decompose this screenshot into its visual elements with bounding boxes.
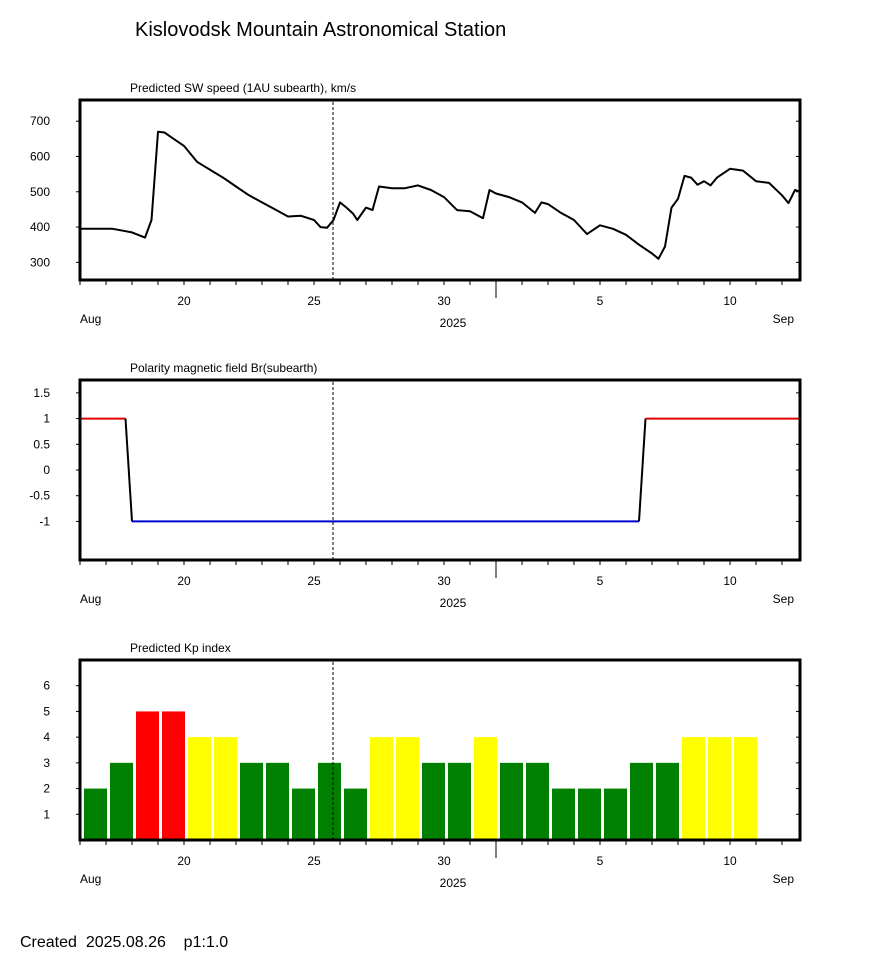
- kp-bar: [240, 762, 263, 840]
- kp-bar: [214, 737, 237, 840]
- plot-frame: [78, 98, 802, 282]
- y-tick-label: 400: [30, 220, 50, 234]
- x-tick-label: 10: [723, 854, 737, 868]
- x-tick-label: 25: [307, 294, 321, 308]
- x-tick-label: 25: [307, 854, 321, 868]
- y-tick-label: 300: [30, 255, 50, 269]
- month-label-right: Sep: [773, 592, 795, 606]
- kp-bar: [318, 762, 341, 840]
- kp-bar: [500, 762, 523, 840]
- footer-created: Created 2025.08.26 p1:1.0: [20, 934, 229, 951]
- kp-bar: [526, 762, 549, 840]
- y-tick-label: 1.5: [33, 386, 50, 400]
- y-tick-label: -0.5: [29, 489, 50, 503]
- x-tick-label: 30: [437, 854, 451, 868]
- x-tick-label: 20: [177, 854, 191, 868]
- kp-bar: [110, 762, 133, 840]
- x-tick-label: 25: [307, 574, 321, 588]
- y-tick-label: 700: [30, 114, 50, 128]
- kp-bar: [396, 737, 419, 840]
- polarity-segment: [124, 418, 133, 522]
- kp-bar: [344, 788, 367, 840]
- y-tick-label: 1: [43, 807, 50, 821]
- x-tick-label: 5: [597, 854, 604, 868]
- kp-bar: [682, 737, 705, 840]
- kp-bar: [422, 762, 445, 840]
- kp-bar: [84, 788, 107, 840]
- x-tick-label: 10: [723, 574, 737, 588]
- y-tick-label: 4: [43, 730, 50, 744]
- year-label: 2025: [440, 876, 467, 890]
- kp-bar: [292, 788, 315, 840]
- y-tick-label: 0: [43, 463, 50, 477]
- x-tick-label: 30: [437, 574, 451, 588]
- y-tick-label: 3: [43, 756, 50, 770]
- chart-panel-1: Predicted SW speed (1AU subearth), km/s 3…: [30, 81, 802, 330]
- x-tick-label: 20: [177, 294, 191, 308]
- month-label-right: Sep: [773, 872, 795, 886]
- x-tick-label: 30: [437, 294, 451, 308]
- x-tick-label: 10: [723, 294, 737, 308]
- sw-speed-line: [80, 130, 801, 260]
- month-label-left: Aug: [80, 592, 101, 606]
- kp-bar: [604, 788, 627, 840]
- year-label: 2025: [440, 596, 467, 610]
- kp-bar: [370, 737, 393, 840]
- year-label: 2025: [440, 316, 467, 330]
- kp-bar: [630, 762, 653, 840]
- kp-bar: [474, 737, 497, 840]
- y-tick-label: 0.5: [33, 437, 50, 451]
- page-title: Kislovodsk Mountain Astronomical Station: [135, 19, 507, 41]
- month-label-left: Aug: [80, 312, 101, 326]
- y-tick-label: 5: [43, 704, 50, 718]
- x-tick-label: 5: [597, 574, 604, 588]
- kp-bar: [708, 737, 731, 840]
- kp-bar: [656, 762, 679, 840]
- chart-title: Polarity magnetic field Br(subearth): [130, 361, 317, 375]
- polarity-segment: [638, 418, 647, 522]
- y-tick-label: 2: [43, 782, 50, 796]
- month-label-right: Sep: [773, 312, 795, 326]
- chart-title: Predicted Kp index: [130, 641, 231, 655]
- y-tick-label: 600: [30, 149, 50, 163]
- plot-frame: [78, 378, 802, 562]
- y-tick-label: 500: [30, 185, 50, 199]
- x-tick-label: 20: [177, 574, 191, 588]
- kp-bar: [578, 788, 601, 840]
- x-tick-label: 5: [597, 294, 604, 308]
- kp-bar: [552, 788, 575, 840]
- kp-bar: [448, 762, 471, 840]
- plot-frame: [78, 658, 802, 842]
- y-tick-label: 1: [43, 412, 50, 426]
- kp-bar: [266, 762, 289, 840]
- kp-bar: [188, 737, 211, 840]
- month-label-left: Aug: [80, 872, 101, 886]
- kp-bar: [734, 737, 757, 840]
- chart-title: Predicted SW speed (1AU subearth), km/s: [130, 81, 356, 95]
- y-tick-label: -1: [39, 514, 50, 528]
- kp-bar: [162, 711, 185, 840]
- chart-panel-2: Polarity magnetic field Br(subearth) 1.5 1…: [29, 361, 802, 610]
- y-tick-label: 6: [43, 679, 50, 693]
- kp-bar: [136, 711, 159, 840]
